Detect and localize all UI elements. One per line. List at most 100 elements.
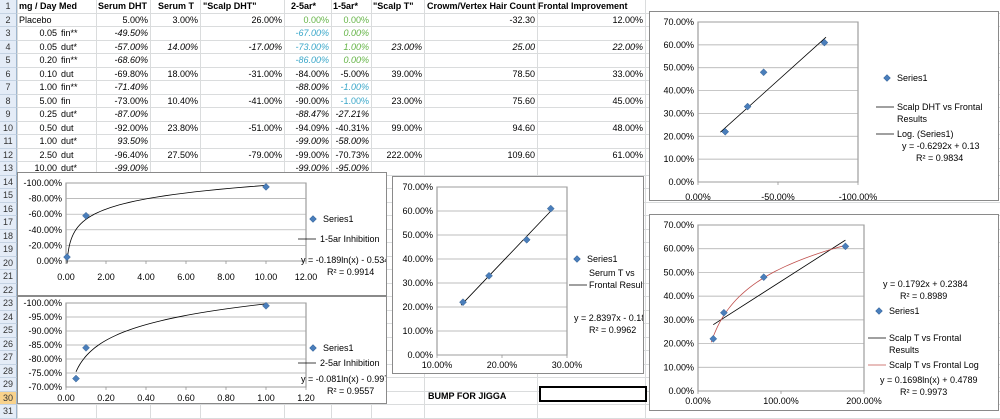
cell-med[interactable]: dut* [61, 163, 78, 173]
cell-serum-dht[interactable]: -69.80% [114, 68, 148, 79]
cell-serum-dht[interactable]: -49.50% [114, 28, 148, 38]
chart-serum-t-vs-frontal[interactable]: 0.00% 10.00% 20.00% 30.00% 40.00% 50.00% 60.00… [392, 176, 644, 374]
data-point[interactable] [759, 273, 768, 282]
row-header[interactable]: 24 [0, 310, 17, 324]
cell-1-5ar[interactable]: -1.00% [340, 95, 369, 106]
cell-serum-dht[interactable]: -68.60% [114, 55, 148, 65]
cell-scalp-t[interactable] [371, 14, 422, 27]
cell-scalp-t[interactable] [371, 108, 422, 121]
cell-2-5ar[interactable]: -99.00% [295, 163, 329, 173]
cell-1-5ar[interactable]: -58.00% [335, 136, 369, 146]
row-header[interactable]: 30 [0, 391, 17, 405]
cell-med[interactable]: dut [61, 149, 74, 160]
data-point[interactable] [72, 374, 80, 383]
cell-frontal[interactable]: 48.00% [612, 122, 643, 133]
row-header[interactable]: 6 [0, 67, 17, 81]
cell-med[interactable]: dut* [61, 41, 78, 52]
cell-1-5ar[interactable]: 0.00% [343, 55, 369, 65]
column-header[interactable]: mg / Day Med [19, 1, 78, 11]
cell-serum-t[interactable] [150, 27, 198, 40]
cell-dose[interactable]: 1.00 [39, 82, 57, 92]
cell-dose[interactable]: 0.50 [39, 122, 57, 133]
data-point[interactable] [841, 242, 850, 251]
cell-2-5ar[interactable]: -90.00% [295, 95, 329, 106]
data-point[interactable] [485, 271, 493, 280]
cell-serum-dht[interactable]: 5.00% [122, 14, 148, 25]
cell-hair-count[interactable]: 78.50 [512, 68, 535, 79]
cell-dose[interactable]: 0.10 [39, 68, 57, 79]
row-header[interactable]: 11 [0, 135, 17, 149]
legend-marker[interactable] [309, 344, 317, 352]
row-header[interactable]: 28 [0, 364, 17, 378]
column-header[interactable]: Crowm/Vertex Hair Count [427, 1, 536, 11]
cell-scalp-t[interactable] [371, 27, 422, 40]
cell-med[interactable]: dut [61, 68, 74, 79]
cell-scalp-t[interactable]: 99.00% [391, 122, 422, 133]
cell-frontal[interactable] [537, 162, 643, 175]
cell-frontal[interactable]: 22.00% [612, 41, 643, 52]
cell-2-5ar[interactable]: -94.09% [295, 122, 329, 133]
row-header[interactable]: 16 [0, 202, 17, 216]
data-point[interactable] [82, 211, 90, 220]
cell-med[interactable]: dut [61, 122, 74, 133]
row-header[interactable]: 25 [0, 324, 17, 338]
row-header[interactable]: 15 [0, 189, 17, 203]
row-header[interactable]: 18 [0, 229, 17, 243]
cell-serum-t[interactable]: 14.00% [167, 41, 198, 52]
cell-scalp-dht[interactable]: -41.00% [248, 95, 282, 106]
row-header[interactable]: 23 [0, 297, 17, 311]
chart-scalp-t-vs-frontal[interactable]: 0.00% 10.00% 20.00% 30.00% 40.00% 50.00% 60.00… [649, 214, 999, 411]
selected-cell[interactable] [539, 386, 647, 402]
data-point[interactable] [720, 308, 728, 317]
cell-scalp-dht[interactable]: -17.00% [248, 41, 282, 52]
cell-hair-count[interactable]: 75.60 [512, 95, 535, 106]
cell-serum-dht[interactable]: -73.00% [114, 95, 148, 106]
cell-1-5ar[interactable]: -27.21% [335, 109, 369, 119]
data-point[interactable] [459, 298, 467, 307]
cell-med[interactable]: fin** [61, 28, 78, 38]
cell-hair-count[interactable]: -32.30 [509, 14, 535, 25]
cell-serum-dht[interactable]: -71.40% [114, 82, 148, 92]
cell-serum-dht[interactable]: -96.40% [114, 149, 148, 160]
cell-2-5ar[interactable]: -73.00% [295, 41, 329, 52]
cell-1-5ar[interactable]: -1.00% [340, 82, 369, 92]
cell-scalp-t[interactable] [371, 135, 422, 148]
cell-med[interactable]: fin [61, 95, 71, 106]
cell-serum-t[interactable] [150, 54, 198, 67]
cell-serum-t[interactable] [150, 135, 198, 148]
cell-scalp-dht[interactable] [200, 135, 282, 148]
cell-2-5ar[interactable]: -99.00% [295, 149, 329, 160]
cell-frontal[interactable] [537, 54, 643, 67]
cell-scalp-dht[interactable]: 26.00% [251, 14, 282, 25]
cell-hair-count[interactable]: 94.60 [512, 122, 535, 133]
cell-med[interactable]: dut* [61, 136, 78, 146]
cell-1-5ar[interactable]: -5.00% [340, 68, 369, 79]
cell-hair-count[interactable] [424, 108, 535, 121]
row-header[interactable]: 17 [0, 216, 17, 230]
cell-serum-t[interactable]: 23.80% [167, 122, 198, 133]
cell-med[interactable]: fin** [61, 82, 78, 92]
chart-scalp-dht-vs-frontal[interactable]: 0.00% 10.00% 20.00% 30.00% 40.00% 50.00% 60.00… [649, 11, 999, 201]
column-header[interactable]: 2-5ar* [291, 1, 317, 11]
cell-scalp-t[interactable] [371, 54, 422, 67]
row-header[interactable]: 20 [0, 256, 17, 270]
row-header[interactable]: 4 [0, 40, 17, 54]
chart-2-5ar-inhibition[interactable]: -70.00% -75.00% -80.00% -85.00% -90.00% -95.0… [17, 296, 387, 404]
row-header[interactable]: 21 [0, 270, 17, 284]
data-point[interactable] [743, 102, 752, 111]
cell-hair-count[interactable]: 109.60 [507, 149, 535, 160]
column-header[interactable]: 1-5ar* [333, 1, 359, 11]
cell-frontal[interactable] [537, 108, 643, 121]
cell-hair-count[interactable] [424, 27, 535, 40]
row-header[interactable]: 3 [0, 27, 17, 41]
cell-serum-dht[interactable]: -57.00% [114, 41, 148, 52]
cell-serum-t[interactable]: 27.50% [167, 149, 198, 160]
row-header[interactable]: 13 [0, 162, 17, 176]
cell-frontal[interactable]: 33.00% [612, 68, 643, 79]
row-header[interactable]: 31 [0, 405, 17, 419]
data-point[interactable] [546, 204, 555, 213]
cell-2-5ar[interactable]: -88.47% [295, 109, 329, 119]
cell-1-5ar[interactable]: 0.00% [343, 14, 369, 25]
cell-1-5ar[interactable]: -70.73% [335, 149, 369, 160]
cell-serum-dht[interactable]: -87.00% [114, 109, 148, 119]
